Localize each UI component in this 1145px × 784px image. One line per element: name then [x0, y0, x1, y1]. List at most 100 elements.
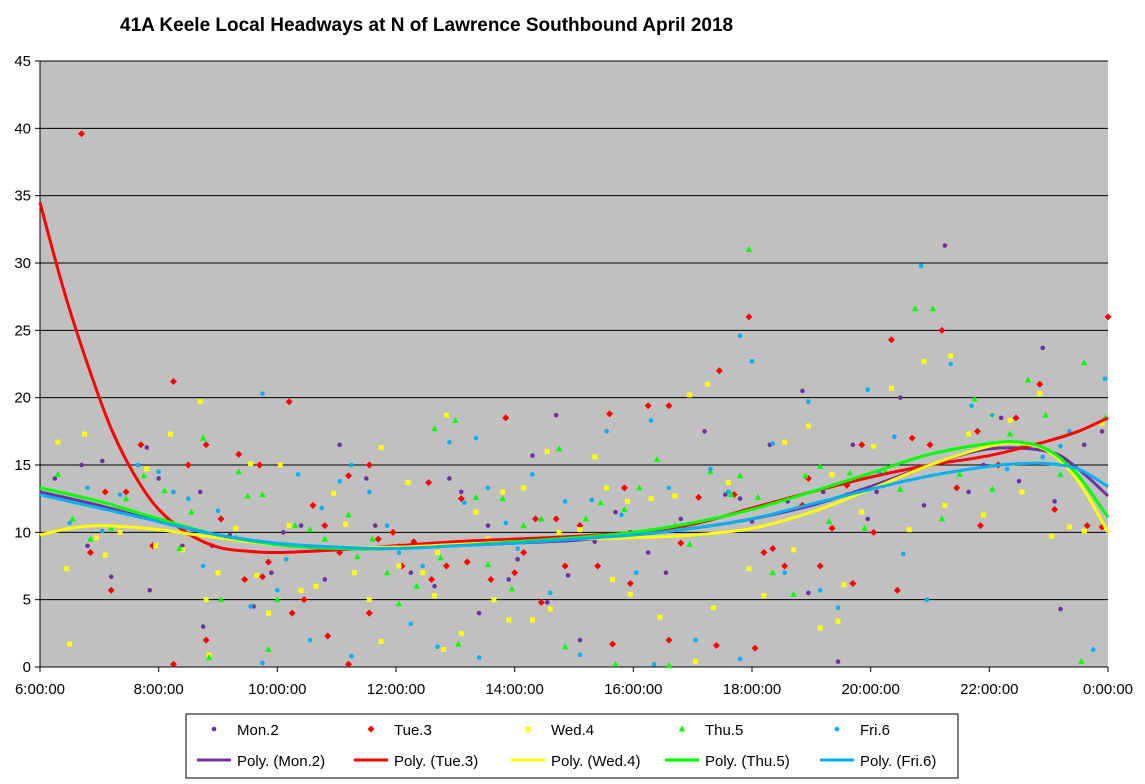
data-point: [447, 439, 452, 445]
data-point: [538, 515, 545, 522]
data-point: [313, 583, 319, 589]
data-point: [85, 485, 90, 491]
data-point: [396, 550, 402, 555]
data-point: [506, 577, 512, 582]
data-point: [472, 493, 480, 500]
data-point: [364, 476, 369, 481]
legend: Mon.2 Tue.3 Wed.4 Thu.5 Fri.6 Poly. (Mon.2) Po…: [185, 713, 959, 779]
data-point: [180, 543, 185, 549]
data-point: [769, 569, 776, 576]
data-point: [561, 643, 569, 650]
data-point: [378, 638, 384, 644]
data-point: [476, 655, 482, 660]
y-tick-label: 45: [14, 53, 31, 70]
x-tick-label: 20:00:00: [841, 681, 899, 698]
data-point: [86, 549, 94, 557]
data-point: [592, 539, 598, 545]
data-point: [749, 359, 755, 364]
data-point: [351, 570, 357, 576]
data-point: [457, 495, 465, 503]
data-point: [547, 590, 553, 596]
x-tick-label: 18:00:00: [723, 681, 781, 698]
data-point: [122, 488, 130, 496]
data-point: [942, 243, 948, 248]
data-point: [1012, 414, 1020, 422]
data-point: [665, 636, 673, 644]
data-point: [298, 523, 304, 528]
data-point: [751, 644, 759, 652]
data-point: [725, 489, 731, 495]
data-point: [865, 387, 870, 392]
data-point: [269, 570, 274, 576]
data-point: [248, 604, 253, 609]
data-point: [989, 485, 996, 492]
data-point: [561, 562, 569, 570]
data-point: [806, 590, 811, 596]
data-point: [87, 535, 94, 542]
data-point: [135, 462, 141, 468]
plot-area: 0 5 10 15 20 25 30 35 40 45 6:00:00 8:00:00 10:00:00…: [14, 53, 1133, 698]
data-point: [677, 539, 685, 547]
data-point: [408, 570, 414, 576]
data-point: [620, 484, 628, 492]
data-point: [948, 353, 954, 359]
data-point: [156, 469, 161, 475]
data-point: [948, 361, 954, 367]
data-point: [1057, 470, 1064, 477]
y-tick-label: 10: [14, 524, 31, 541]
data-point: [666, 485, 672, 491]
data-point: [594, 562, 602, 570]
data-point: [241, 575, 249, 583]
data-point: [619, 512, 624, 518]
data-point: [781, 562, 789, 570]
data-point: [101, 488, 109, 496]
data-point: [969, 403, 974, 409]
y-tick-label: 30: [14, 255, 31, 272]
data-point: [745, 313, 753, 321]
data-point: [322, 577, 328, 582]
data-point: [737, 333, 743, 339]
data-point: [264, 558, 272, 566]
data-point: [117, 529, 123, 535]
data-point: [435, 550, 441, 556]
data-point: [508, 585, 515, 592]
data-point: [613, 509, 618, 515]
data-point: [420, 563, 426, 569]
data-point: [806, 399, 811, 405]
data-point: [431, 425, 438, 432]
data-point: [770, 441, 776, 446]
data-point: [515, 546, 520, 551]
data-point: [140, 472, 148, 479]
data-point: [260, 391, 265, 396]
data-point: [67, 641, 73, 647]
data-point: [408, 621, 414, 627]
data-point: [1102, 376, 1108, 382]
data-point: [455, 640, 462, 647]
data-point: [283, 556, 289, 562]
data-point: [921, 503, 927, 508]
data-point: [321, 522, 329, 530]
legend-marker: [211, 726, 217, 732]
data-point: [609, 640, 617, 648]
data-point: [651, 662, 657, 667]
data-point: [906, 527, 912, 533]
data-point: [938, 326, 946, 334]
data-point: [736, 472, 744, 479]
data-point: [405, 480, 411, 486]
data-point: [170, 378, 177, 386]
y-tick-label: 15: [14, 457, 31, 474]
data-point: [547, 606, 553, 612]
data-point: [782, 439, 788, 445]
data-point: [745, 246, 753, 253]
data-point: [244, 492, 251, 499]
x-tick-label: 12:00:00: [367, 681, 425, 698]
data-point: [108, 574, 114, 580]
data-point: [64, 566, 70, 572]
data-point: [672, 493, 678, 499]
data-point: [108, 524, 115, 531]
data-point: [817, 462, 824, 469]
data-point: [307, 637, 313, 643]
plot-background: [40, 61, 1108, 667]
data-point: [200, 563, 206, 569]
